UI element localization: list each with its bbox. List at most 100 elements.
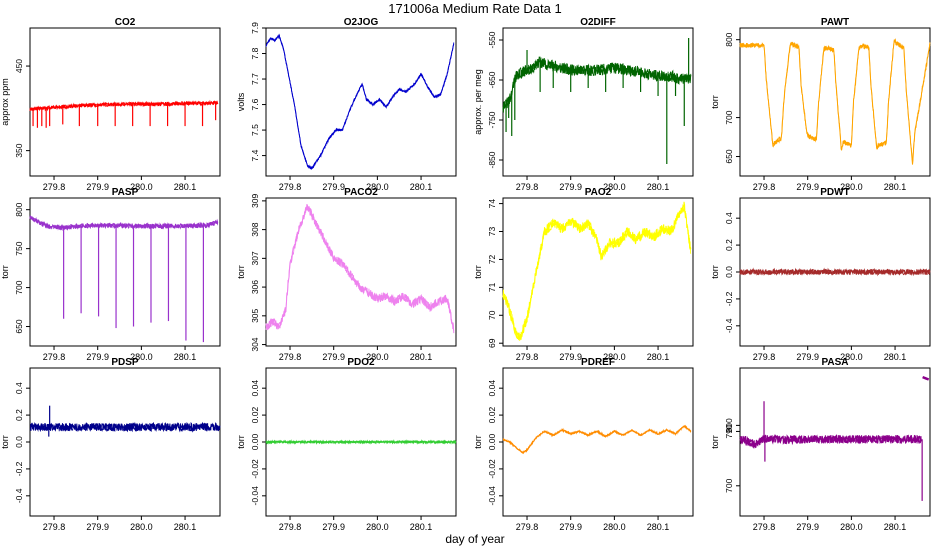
y-tick-label: 69: [487, 338, 497, 348]
y-tick-label: 7.5: [250, 124, 260, 136]
y-axis-label: torr: [473, 265, 483, 279]
series-line: [502, 424, 692, 455]
y-tick-label: 0.00: [487, 433, 497, 450]
y-tick-label: 7.4: [250, 149, 260, 161]
x-tick-label: 280.1: [884, 182, 907, 192]
x-tick-label: 279.9: [796, 182, 819, 192]
x-tick-label: 279.8: [279, 182, 302, 192]
y-tick-label: 309: [250, 194, 260, 208]
panel-pasp: PASP torr 279.8 279.9 280.0 280.1 650 700 750 800: [0, 187, 221, 362]
plot-frame: [29, 197, 221, 347]
panel-pdref: PDREF torr 279.8 279.9 280.0 280.1 -0.04 -0.02 0…: [473, 357, 694, 532]
y-tick-label: 307: [250, 251, 260, 265]
y-tick-label: -850: [487, 151, 497, 168]
panel-title: PACO2: [344, 187, 378, 198]
x-tick-label: 280.0: [130, 352, 153, 362]
panel-title: O2DIFF: [580, 17, 616, 28]
x-tick-label: 280.0: [840, 522, 863, 532]
series-line-band: [29, 100, 219, 112]
x-tick-label: 279.8: [279, 522, 302, 532]
y-tick-label: -0.4: [724, 318, 734, 333]
series-line-band: [502, 425, 692, 455]
panel-title: O2JOG: [344, 17, 379, 28]
x-tick-label: 279.9: [322, 522, 345, 532]
plot-frame: [739, 367, 931, 517]
series-line: [502, 201, 692, 341]
y-tick-label: -0.2: [724, 291, 734, 306]
y-tick-label: 350: [14, 143, 24, 157]
panel-title: PDSP: [111, 357, 139, 368]
series-pasa: [739, 375, 930, 501]
x-tick-label: 280.1: [174, 352, 197, 362]
x-tick-label: 280.0: [366, 352, 389, 362]
y-tick-label: 0.0: [724, 266, 734, 278]
series-o2jog: [265, 33, 455, 171]
plot-frame: [29, 27, 221, 177]
y-tick-label: 306: [250, 280, 260, 294]
y-tick-label: 800: [724, 32, 734, 46]
y-tick-label: 0.0: [14, 436, 24, 448]
x-tick-label: 280.1: [174, 522, 197, 532]
x-tick-label: 280.1: [174, 182, 197, 192]
plot-frame: [739, 27, 931, 177]
y-axis-label: torr: [710, 435, 720, 449]
y-tick-label: 700: [724, 478, 734, 492]
x-tick-label: 279.9: [796, 522, 819, 532]
x-tick-label: 279.9: [86, 522, 109, 532]
panel-pdwt: PDWT torr 279.8 279.9 280.0 280.1 -0.4 -0.2 0.0 0…: [710, 187, 931, 362]
plot-frame: [502, 197, 694, 347]
y-tick-label: 790: [724, 424, 734, 438]
y-axis-label: approx ppm: [0, 78, 10, 126]
x-tick-label: 280.1: [884, 352, 907, 362]
x-tick-label: 279.8: [753, 522, 776, 532]
x-tick-label: 280.0: [840, 352, 863, 362]
x-tick-label: 280.1: [884, 522, 907, 532]
y-tick-label: 304: [250, 337, 260, 351]
x-tick-label: 279.8: [516, 182, 539, 192]
panel-title: PASA: [821, 357, 848, 368]
x-tick-label: 280.1: [647, 522, 670, 532]
y-tick-label: 800: [724, 418, 734, 432]
y-tick-label: 0.04: [487, 380, 497, 397]
x-tick-label: 280.0: [603, 182, 626, 192]
series-line-band: [29, 215, 219, 231]
y-tick-label: 71: [487, 282, 497, 292]
series-pao2: [502, 201, 692, 342]
x-tick-label: 279.9: [86, 182, 109, 192]
plot-frame: [502, 367, 694, 517]
y-tick-label: -0.02: [487, 459, 497, 479]
y-axis-label: approx. per meg: [473, 69, 483, 135]
x-tick-label: 279.8: [43, 522, 66, 532]
y-tick-label: 0.02: [487, 407, 497, 424]
x-tick-label: 279.8: [43, 182, 66, 192]
plot-frame: [265, 27, 457, 177]
x-tick-label: 280.1: [410, 352, 433, 362]
x-tick-label: 280.0: [366, 522, 389, 532]
y-tick-label: 0.4: [14, 382, 24, 394]
panel-co2: CO2 approx ppm 279.8 279.9 280.0 280.1 350 450: [0, 17, 221, 192]
y-tick-label: 7.9: [250, 22, 260, 34]
x-tick-label: 279.9: [322, 182, 345, 192]
series-pawt: [739, 38, 931, 165]
panel-paco2: PACO2 torr 279.8 279.9 280.0 280.1 304 305 306 30…: [236, 187, 457, 362]
figure-xlabel: day of year: [445, 532, 504, 546]
x-tick-label: 280.1: [410, 522, 433, 532]
y-tick-label: 0.00: [250, 433, 260, 450]
y-tick-label: 650: [14, 319, 24, 333]
x-tick-label: 280.0: [603, 522, 626, 532]
series-line: [265, 205, 455, 334]
series-tail: [922, 375, 930, 381]
y-tick-label: 700: [14, 280, 24, 294]
series-line-band: [739, 268, 931, 277]
y-axis-label: torr: [473, 435, 483, 449]
y-tick-label: -0.2: [14, 461, 24, 476]
series-pasp: [29, 215, 219, 343]
series-line-band: [265, 33, 455, 171]
panel-title: PDREF: [581, 357, 615, 368]
x-tick-label: 279.8: [43, 352, 66, 362]
y-tick-label: -0.04: [487, 486, 497, 506]
x-tick-label: 279.9: [86, 352, 109, 362]
x-tick-label: 280.0: [603, 352, 626, 362]
y-tick-label: 7.7: [250, 73, 260, 85]
